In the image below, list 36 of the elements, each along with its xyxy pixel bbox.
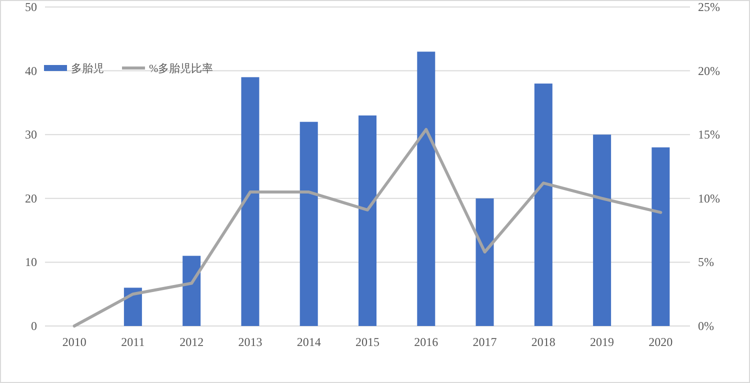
bar [182,256,201,326]
y2-tick-label: 15% [698,128,720,142]
x-tick-label: 2020 [648,335,673,349]
y2-tick-label: 5% [698,255,714,270]
bar [124,288,142,326]
bar [241,77,260,326]
bar [534,84,552,326]
y2-tick-label: 25% [698,0,720,14]
y-tick-label: 0 [31,319,37,333]
x-tick-label: 2019 [590,335,614,349]
x-tick-label: 2011 [121,335,145,349]
y-tick-label: 10 [25,255,37,270]
y-tick-label: 20 [25,191,37,206]
bar [652,147,670,326]
legend-label: %多胎児比率 [149,62,214,75]
bar [417,52,436,326]
x-tick-label: 2014 [296,335,321,349]
y2-tick-label: 20% [698,64,720,78]
x-tick-label: 2012 [180,335,204,349]
bar [476,198,494,326]
line-series [72,128,662,328]
x-tick-label: 2016 [414,335,438,349]
x-tick-label: 2017 [472,335,497,349]
y-tick-label: 50 [25,0,37,14]
bar [300,122,318,326]
y-tick-label: 40 [25,64,37,78]
bar [593,134,612,326]
y2-tick-label: 10% [698,191,720,206]
legend-label: 多胎児 [71,63,104,75]
x-tick-label: 2018 [531,335,556,349]
y-tick-label: 30 [25,128,37,142]
x-tick-label: 2015 [356,335,380,349]
x-tick-label: 2013 [238,335,262,349]
y2-tick-label: 0% [698,319,714,333]
x-tick-label: 2010 [62,335,86,349]
bar [358,115,376,326]
